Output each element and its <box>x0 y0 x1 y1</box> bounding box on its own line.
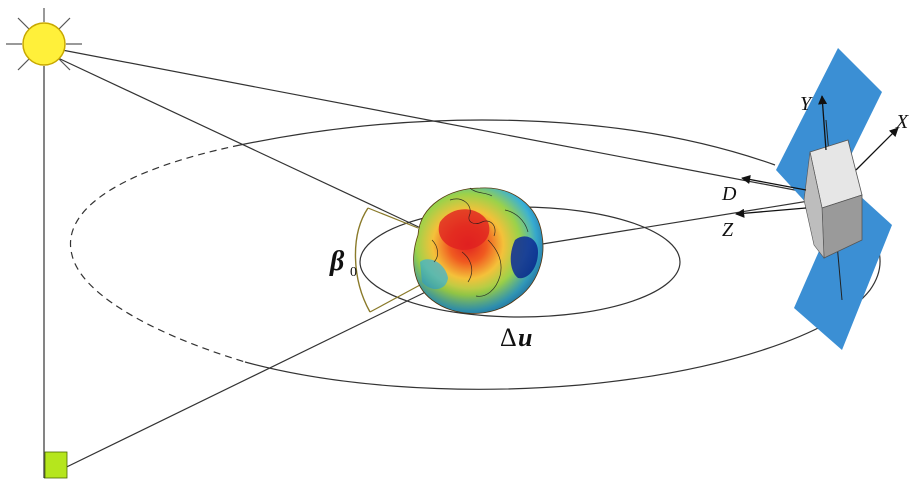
label-beta: β <box>329 246 345 277</box>
satellite-upper-panel <box>776 48 882 218</box>
sun-satellite-line <box>61 49 806 193</box>
label-x: X <box>895 111 909 133</box>
y-axis-arrow <box>818 95 828 151</box>
satellite-icon <box>776 48 892 350</box>
label-d: D <box>721 183 737 205</box>
beta-angle-ray-top <box>367 207 419 229</box>
right-angle-marker <box>44 451 68 479</box>
sun-icon <box>6 8 82 80</box>
geoid-earth-icon <box>413 187 544 314</box>
x-axis-arrow <box>855 127 899 171</box>
base-earth-line <box>43 284 441 479</box>
z-axis-arrow <box>735 207 807 218</box>
sun-earth-line <box>57 57 426 231</box>
label-z: Z <box>722 219 734 241</box>
d-axis-arrow <box>741 175 807 191</box>
satellite-lower-panel <box>794 185 892 350</box>
outer-orbit-far-side <box>69 144 246 363</box>
label-delta: Δ <box>500 323 517 352</box>
label-beta-subscript: 0 <box>350 265 357 280</box>
beta-angle-arc <box>354 207 371 313</box>
label-y: Y <box>800 93 813 115</box>
earth-satellite-line <box>529 199 816 247</box>
beta-angle-ray-bottom <box>369 284 421 313</box>
label-u: u <box>518 323 532 352</box>
outer-orbit-near-side <box>239 119 881 390</box>
